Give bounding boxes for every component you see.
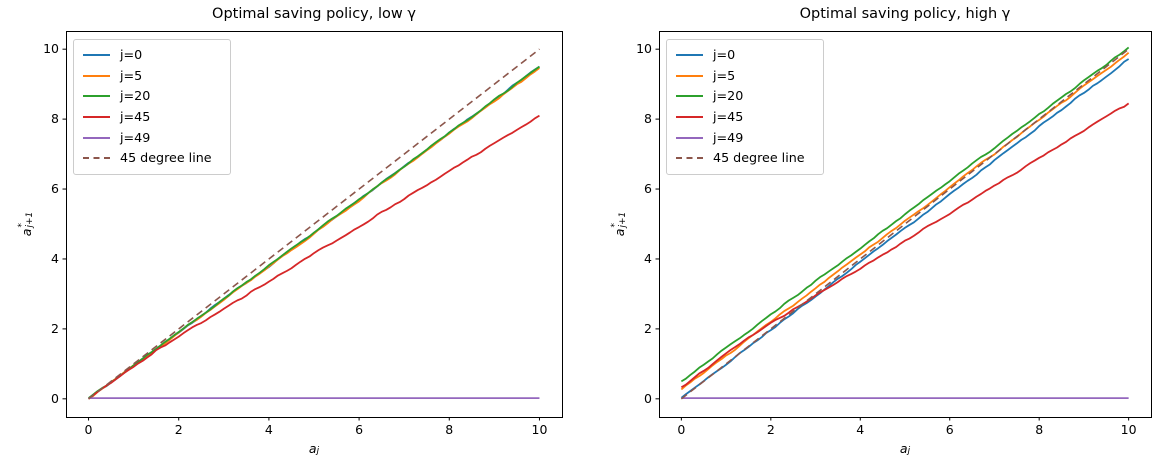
x-axis-label-right: aj bbox=[900, 441, 910, 456]
x-tick-label: 4 bbox=[856, 422, 865, 437]
y-tick-label: 0 bbox=[51, 390, 59, 406]
legend-line-swatch bbox=[676, 54, 703, 57]
x-label-subscript: j bbox=[907, 446, 911, 456]
legend-line-swatch bbox=[676, 136, 703, 139]
legend-item: j=5 bbox=[676, 66, 813, 87]
legend-label: j=5 bbox=[120, 67, 143, 83]
y-axis-label-left: a * j+1 bbox=[17, 211, 35, 237]
legend-label: 45 degree line bbox=[713, 150, 805, 166]
legend-label: j=5 bbox=[713, 67, 736, 83]
y-tick-label: 6 bbox=[644, 181, 652, 197]
y-tick-label: 6 bbox=[51, 181, 59, 197]
legend-item: j=5 bbox=[83, 66, 220, 87]
y-tick-label: 10 bbox=[636, 41, 652, 57]
x-tick-label: 10 bbox=[1120, 422, 1137, 437]
legend-item: j=45 bbox=[83, 107, 220, 128]
legend-item: j=20 bbox=[676, 86, 813, 107]
legend-line-swatch bbox=[676, 95, 703, 98]
x-tick-label: 0 bbox=[84, 422, 93, 437]
legend-label: j=0 bbox=[713, 47, 736, 63]
plot-title-left: Optimal saving policy, low γ bbox=[212, 6, 416, 22]
series-line-j-20 bbox=[680, 46, 1130, 383]
legend-line-swatch bbox=[83, 74, 110, 77]
legend-item: 45 degree line bbox=[83, 148, 220, 169]
x-label-subscript: j bbox=[316, 446, 320, 456]
y-tick-label: 8 bbox=[51, 111, 59, 127]
legend-left: j=0 j=5 j=20 j=45 j=49 45 degree line bbox=[73, 39, 231, 175]
series-line-45-degree-line bbox=[680, 48, 1130, 400]
legend-line-swatch bbox=[676, 116, 703, 119]
legend-label: j=45 bbox=[120, 109, 151, 125]
legend-line-swatch bbox=[83, 54, 110, 57]
x-tick-label: 0 bbox=[677, 422, 686, 437]
legend-label: j=49 bbox=[713, 129, 744, 145]
legend-label: j=49 bbox=[120, 129, 151, 145]
series-line-j-45 bbox=[680, 102, 1130, 389]
legend-line-swatch bbox=[83, 95, 110, 98]
y-label-base: a bbox=[611, 228, 627, 237]
axes-frame bbox=[66, 31, 563, 418]
y-tick-label: 8 bbox=[644, 111, 652, 127]
y-label-subscript: j+1 bbox=[618, 211, 628, 228]
x-tick-label: 10 bbox=[531, 422, 548, 437]
y-label-subscript: j+1 bbox=[25, 211, 35, 228]
legend-item: j=49 bbox=[83, 127, 220, 148]
x-tick-label: 2 bbox=[174, 422, 183, 437]
series-line-j-20 bbox=[88, 65, 540, 399]
x-tick-label: 8 bbox=[445, 422, 454, 437]
y-axis-label-right: a * j+1 bbox=[610, 211, 628, 237]
series-line-45-degree-line bbox=[88, 48, 540, 400]
legend-line-swatch bbox=[676, 157, 703, 160]
legend-label: j=20 bbox=[120, 88, 151, 104]
x-tick-label: 8 bbox=[1035, 422, 1044, 437]
x-label-base: a bbox=[899, 441, 908, 456]
y-tick-label: 2 bbox=[51, 320, 59, 336]
legend-label: j=20 bbox=[713, 88, 744, 104]
x-tick-label: 4 bbox=[264, 422, 273, 437]
plot-title-right: Optimal saving policy, high γ bbox=[799, 6, 1011, 22]
x-tick-label: 2 bbox=[766, 422, 775, 437]
axes-frame bbox=[659, 31, 1152, 418]
y-tick-label: 4 bbox=[644, 250, 652, 266]
y-tick-label: 4 bbox=[51, 250, 59, 266]
legend-item: j=0 bbox=[676, 45, 813, 66]
legend-item: j=0 bbox=[83, 45, 220, 66]
x-axis-label-left: aj bbox=[309, 441, 319, 456]
legend-item: j=20 bbox=[83, 86, 220, 107]
y-tick-label: 10 bbox=[43, 41, 59, 57]
legend-line-swatch bbox=[83, 116, 110, 119]
legend-label: j=45 bbox=[713, 109, 744, 125]
legend-right: j=0 j=5 j=20 j=45 j=49 45 degree line bbox=[666, 39, 824, 175]
legend-item: 45 degree line bbox=[676, 148, 813, 169]
x-label-base: a bbox=[308, 441, 317, 456]
series-line-j-45 bbox=[88, 114, 540, 400]
legend-line-swatch bbox=[676, 74, 703, 77]
legend-item: j=45 bbox=[676, 107, 813, 128]
legend-item: j=49 bbox=[676, 127, 813, 148]
legend-line-swatch bbox=[83, 157, 110, 160]
x-tick-label: 6 bbox=[355, 422, 364, 437]
legend-label: j=0 bbox=[120, 47, 143, 63]
x-tick-label: 6 bbox=[945, 422, 954, 437]
legend-line-swatch bbox=[83, 136, 110, 139]
y-tick-label: 2 bbox=[644, 320, 652, 336]
legend-label: 45 degree line bbox=[120, 150, 212, 166]
y-label-base: a bbox=[18, 228, 34, 237]
y-tick-label: 0 bbox=[644, 390, 652, 406]
